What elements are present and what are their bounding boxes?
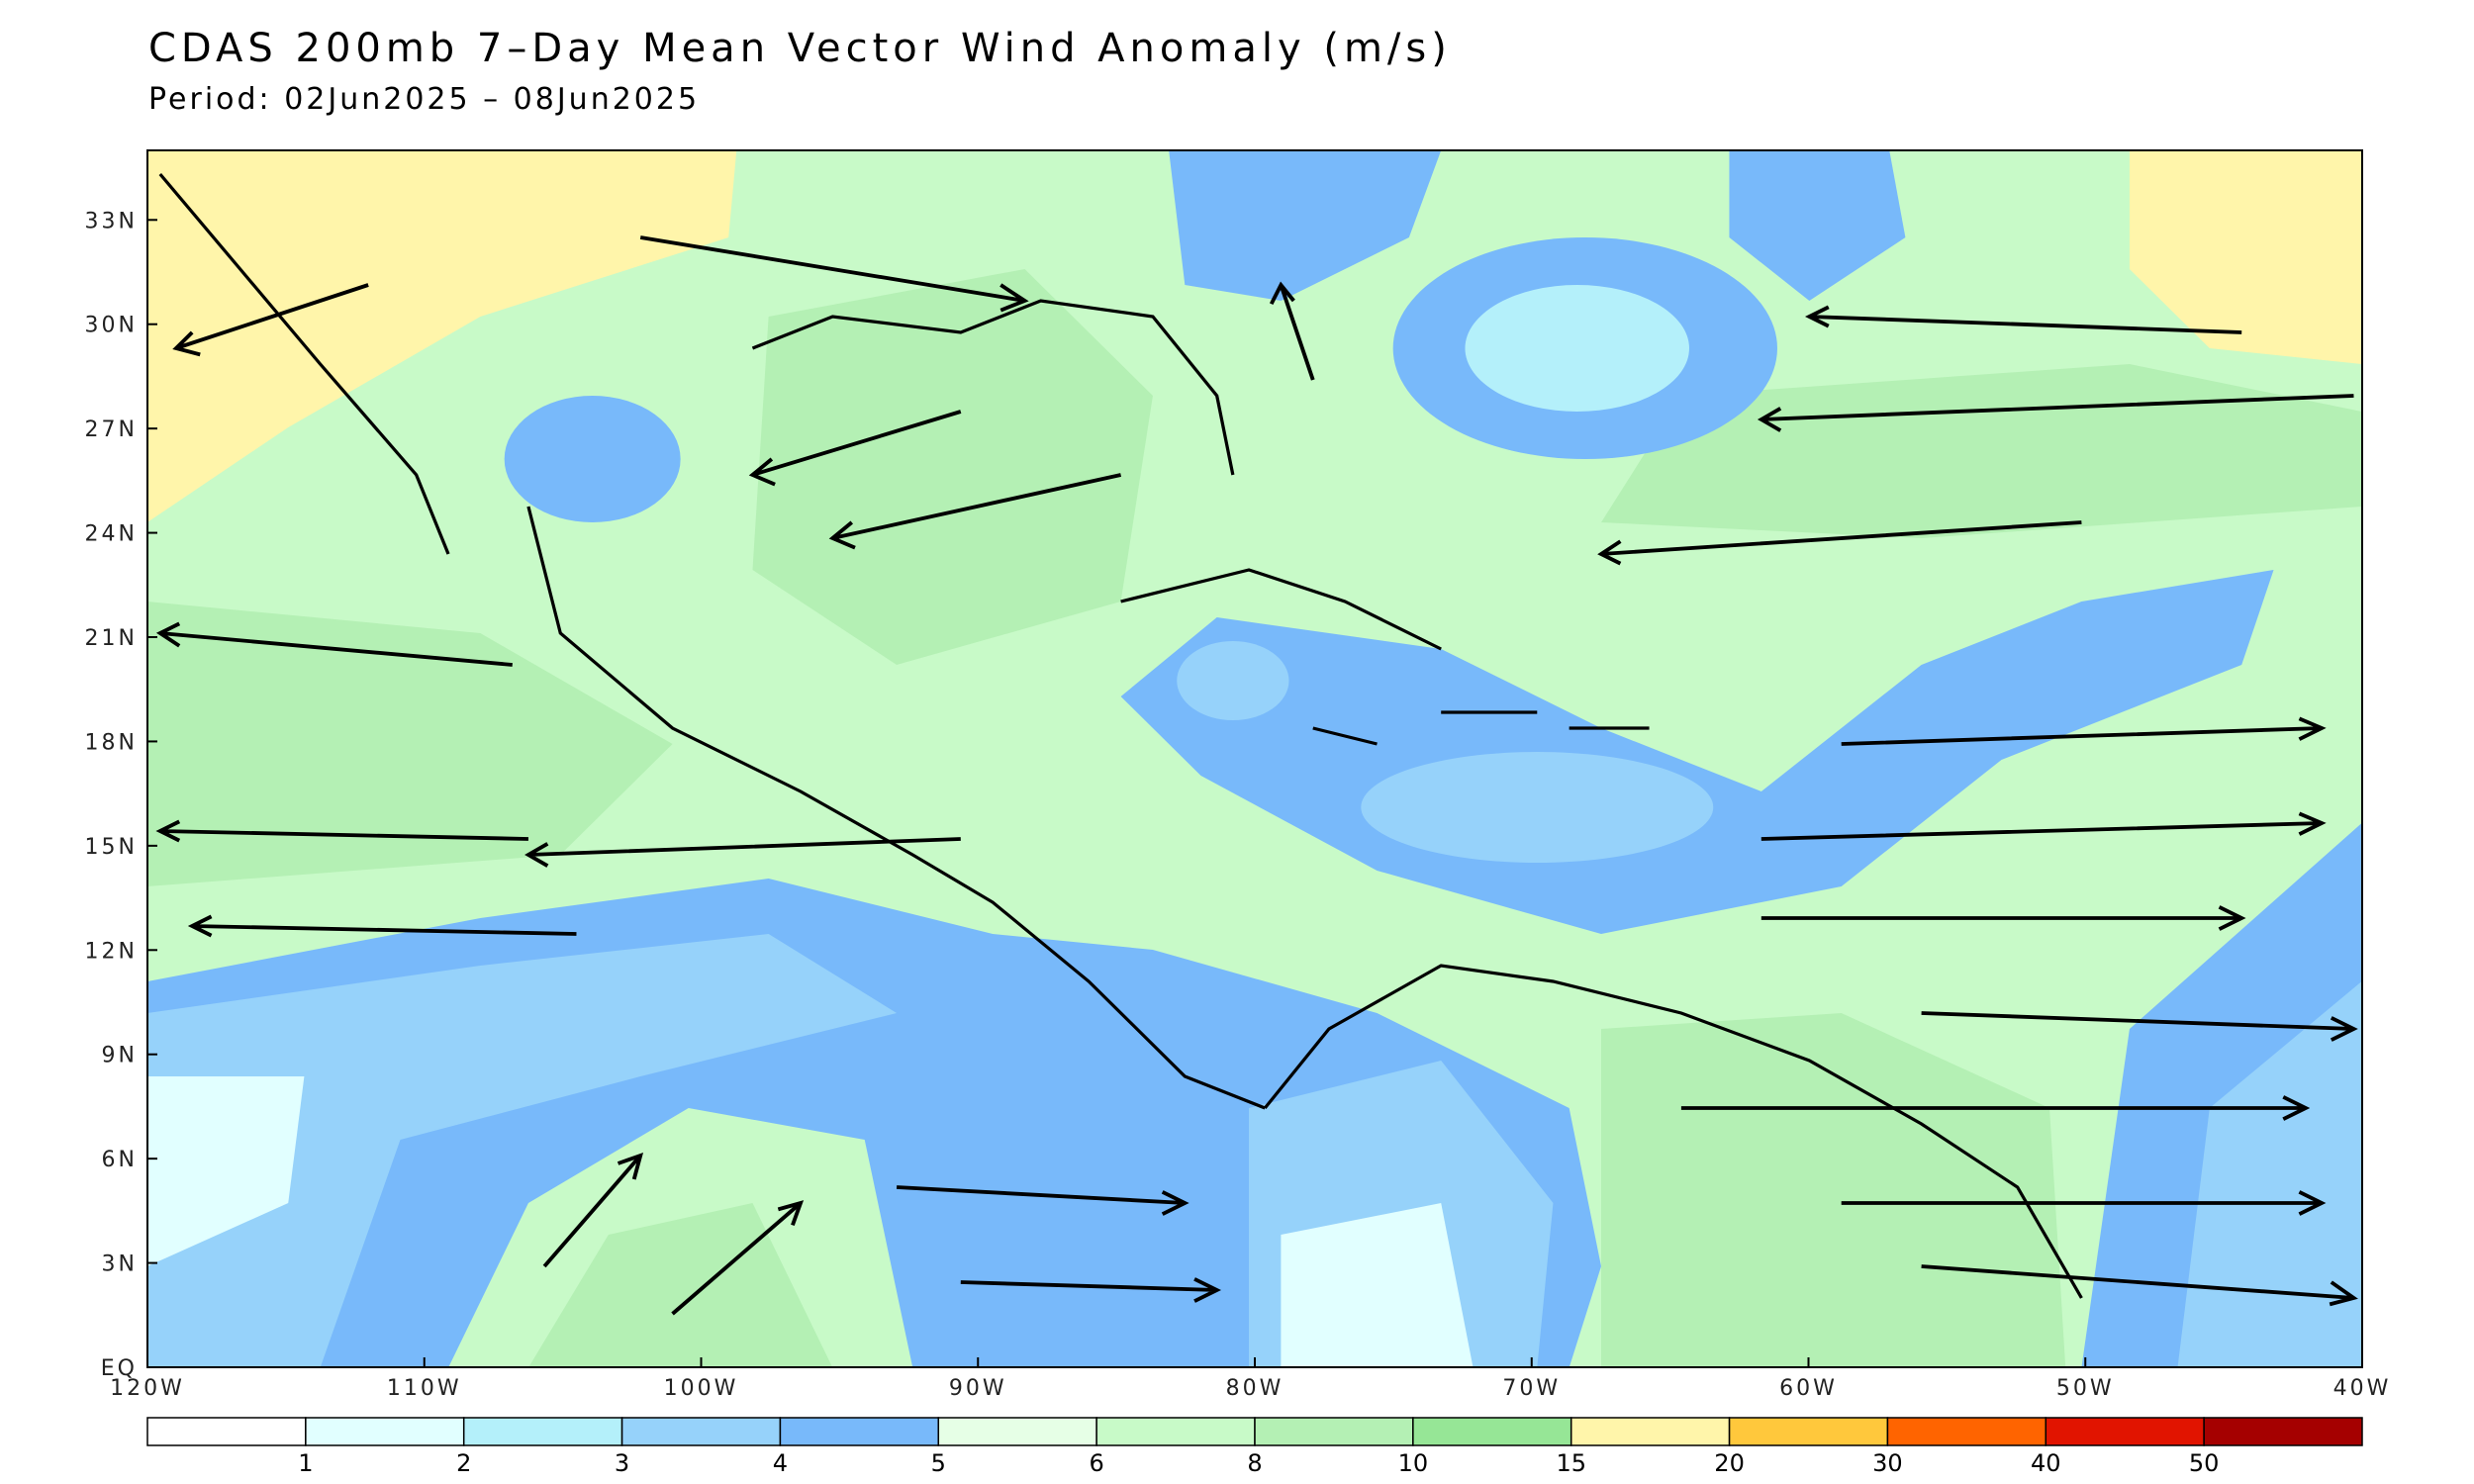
colorbar-swatch — [305, 1417, 465, 1446]
colorbar-label: 30 — [1872, 1449, 1903, 1477]
vector — [542, 1152, 644, 1268]
subtitle: Period: 02Jun2025 – 08Jun2025 — [148, 82, 700, 117]
x-tick-label: 120W — [110, 1376, 185, 1401]
shade — [752, 269, 1153, 665]
y-tick-label: 24N — [85, 522, 138, 547]
y-tick-label: 21N — [85, 626, 138, 651]
shade — [1169, 150, 1442, 301]
vector — [1269, 281, 1315, 381]
x-tick-label: 90W — [949, 1376, 1007, 1401]
colorbar-label: 15 — [1556, 1449, 1586, 1477]
coastline — [158, 172, 2083, 1299]
colorbar-swatch — [620, 1417, 782, 1446]
shade — [2129, 150, 2362, 364]
colorbar-swatch — [2045, 1417, 2205, 1446]
shade — [1361, 752, 1714, 863]
vector — [187, 914, 577, 938]
colorbar-label: 40 — [2031, 1449, 2061, 1477]
colorbar-label: 50 — [2189, 1449, 2220, 1477]
shade — [1465, 285, 1689, 412]
y-tick-label: 33N — [85, 209, 138, 233]
shade — [1601, 364, 2362, 538]
colorbar-label: 20 — [1714, 1449, 1745, 1477]
vector — [1760, 905, 2246, 931]
colorbar-swatch — [1412, 1417, 1572, 1446]
x-tick-label: 80W — [1226, 1376, 1285, 1401]
vector — [671, 1200, 805, 1316]
colorbar-swatch — [146, 1417, 307, 1446]
shade — [147, 934, 898, 1367]
colorbar-swatch — [1570, 1417, 1731, 1446]
x-tick-label: 100W — [664, 1376, 739, 1401]
colorbar-swatch — [1728, 1417, 1889, 1446]
x-tick-label: 60W — [1779, 1376, 1838, 1401]
vector — [155, 819, 528, 843]
y-tick-label: 3N — [102, 1252, 138, 1277]
vector — [1804, 305, 2242, 334]
colorbar-label: 5 — [931, 1449, 946, 1477]
vector — [524, 837, 961, 868]
shade — [504, 396, 681, 522]
colorbar-label: 4 — [773, 1449, 788, 1477]
vector — [639, 235, 1029, 313]
vector — [1680, 1095, 2311, 1121]
x-tick-label: 70W — [1502, 1376, 1561, 1401]
vector — [828, 473, 1122, 550]
colorbar-swatch — [462, 1417, 623, 1446]
vector — [960, 1277, 1222, 1303]
shade — [1281, 1203, 1474, 1367]
y-tick-label: 6N — [102, 1148, 138, 1172]
shade — [528, 1203, 833, 1367]
vector — [896, 1185, 1189, 1216]
shade — [1601, 1013, 2066, 1367]
shade — [2177, 981, 2362, 1367]
shade — [147, 602, 673, 886]
map-shading — [147, 150, 2362, 1367]
x-tick-label: 50W — [2056, 1376, 2115, 1401]
colorbar-swatch — [779, 1417, 940, 1446]
colorbar-swatch — [2203, 1417, 2363, 1446]
colorbar-label: 8 — [1247, 1449, 1262, 1477]
colorbar-label: 1 — [298, 1449, 313, 1477]
shade — [1177, 641, 1289, 720]
y-tick-label: 18N — [85, 730, 138, 755]
shade — [1729, 150, 1906, 301]
shade — [147, 1076, 305, 1266]
vector — [1841, 1190, 2327, 1216]
y-tick-label: 9N — [102, 1044, 138, 1068]
vector — [1921, 1264, 2358, 1307]
x-tick-label: 40W — [2333, 1376, 2392, 1401]
y-tick-label: 12N — [85, 939, 138, 964]
title: CDAS 200mb 7–Day Mean Vector Wind Anomal… — [148, 26, 1452, 71]
y-tick-label: 30N — [85, 314, 138, 338]
vector — [748, 410, 962, 487]
colorbar-swatch — [1095, 1417, 1256, 1446]
y-tick-label: EQ — [101, 1356, 138, 1381]
vector — [1760, 811, 2327, 841]
colorbar-label: 10 — [1398, 1449, 1429, 1477]
colorbar-label: 3 — [615, 1449, 629, 1477]
vector — [1757, 394, 2354, 432]
colorbar-swatch — [1886, 1417, 2047, 1446]
vector — [155, 621, 513, 667]
shade — [147, 150, 737, 522]
colorbar-swatch — [1254, 1417, 1414, 1446]
y-tick-label: 27N — [85, 417, 138, 442]
y-tick-label: 15N — [85, 835, 138, 860]
colorbar-label: 6 — [1090, 1449, 1104, 1477]
x-tick-label: 110W — [387, 1376, 462, 1401]
colorbar-swatch — [937, 1417, 1097, 1446]
colorbar-label: 2 — [456, 1449, 471, 1477]
vector — [1597, 520, 2082, 566]
vector — [172, 283, 369, 357]
wind-vectors — [155, 235, 2358, 1316]
vector — [1841, 716, 2327, 746]
vector — [1921, 1011, 2358, 1042]
